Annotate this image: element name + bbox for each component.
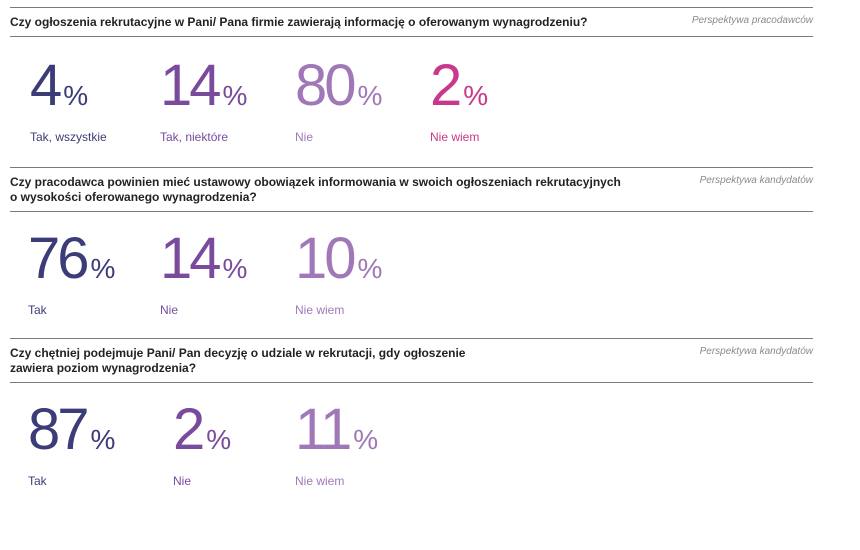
stat-value: 2% — [430, 57, 488, 125]
perspective-label: Perspektywa kandydatów — [699, 346, 813, 357]
stat-item: 80% Nie — [295, 57, 382, 145]
question-block-1: Czy ogłoszenia rekrutacyjne w Pani/ Pana… — [10, 7, 813, 157]
stat-item: 2% Nie wiem — [430, 57, 488, 145]
stat-item: 87% Tak — [28, 401, 115, 489]
stat-label: Nie — [160, 303, 179, 317]
stat-item: 14% Tak, niektóre — [160, 57, 247, 145]
percent-sign: % — [90, 253, 116, 284]
stat-number: 80 — [295, 53, 356, 118]
stat-label: Tak, niektóre — [160, 130, 229, 144]
stat-value: 11% — [295, 401, 378, 469]
top-rule — [10, 7, 813, 8]
stat-value: 80% — [295, 57, 382, 125]
question-block-3: Czy chętniej podejmuje Pani/ Pan decyzję… — [10, 338, 813, 498]
stat-value: 4% — [30, 57, 107, 125]
stat-number: 14 — [160, 53, 221, 118]
stat-number: 11 — [295, 397, 352, 462]
stat-item: 10% Nie wiem — [295, 230, 382, 318]
top-rule — [10, 338, 813, 339]
question-line: zawiera poziom wynagrodzenia? — [10, 361, 197, 375]
stat-label: Nie wiem — [295, 474, 345, 488]
stat-label: Nie — [295, 130, 314, 144]
question-title: Czy ogłoszenia rekrutacyjne w Pani/ Pana… — [10, 15, 588, 29]
question-line: o wysokości oferowanego wynagrodzenia? — [10, 190, 257, 204]
stat-value: 76% — [28, 230, 115, 298]
stat-number: 2 — [430, 53, 462, 118]
stat-item: 4% Tak, wszystkie — [30, 57, 107, 145]
question-title: Czy pracodawca powinien mieć ustawowy ob… — [10, 175, 650, 205]
stat-number: 2 — [173, 397, 205, 462]
stat-label: Nie wiem — [295, 303, 345, 317]
stat-label: Tak, wszystkie — [30, 130, 107, 144]
stat-value: 14% — [160, 57, 247, 125]
percent-sign: % — [357, 253, 383, 284]
question-line: Czy chętniej podejmuje Pani/ Pan decyzję… — [10, 346, 466, 360]
percent-sign: % — [90, 424, 116, 455]
percent-sign: % — [206, 424, 232, 455]
stat-item: 2% Nie — [173, 401, 231, 489]
stat-number: 10 — [295, 226, 356, 291]
question-line: Czy pracodawca powinien mieć ustawowy ob… — [10, 175, 621, 189]
question-block-2: Czy pracodawca powinien mieć ustawowy ob… — [10, 167, 813, 327]
stat-value: 87% — [28, 401, 115, 469]
stat-item: 76% Tak — [28, 230, 115, 318]
stat-number: 4 — [30, 53, 62, 118]
stat-label: Tak — [28, 474, 47, 488]
percent-sign: % — [463, 80, 489, 111]
stat-item: 11% Nie wiem — [295, 401, 378, 489]
percent-sign: % — [222, 253, 248, 284]
stat-value: 10% — [295, 230, 382, 298]
percent-sign: % — [357, 80, 383, 111]
top-rule — [10, 167, 813, 168]
stat-label: Nie — [173, 474, 192, 488]
perspective-label: Perspektywa pracodawców — [691, 15, 813, 26]
stat-item: 14% Nie — [160, 230, 247, 318]
stat-number: 14 — [160, 226, 221, 291]
percent-sign: % — [63, 80, 89, 111]
stat-label: Tak — [28, 303, 47, 317]
stat-value: 14% — [160, 230, 247, 298]
stat-value: 2% — [173, 401, 231, 469]
stat-number: 76 — [28, 226, 89, 291]
stat-number: 87 — [28, 397, 89, 462]
bottom-rule — [10, 36, 813, 37]
bottom-rule — [10, 211, 813, 212]
percent-sign: % — [222, 80, 248, 111]
percent-sign: % — [353, 424, 379, 455]
stat-label: Nie wiem — [430, 130, 480, 144]
question-title: Czy chętniej podejmuje Pani/ Pan decyzję… — [10, 346, 650, 376]
bottom-rule — [10, 382, 813, 383]
perspective-label: Perspektywa kandydatów — [699, 175, 813, 186]
